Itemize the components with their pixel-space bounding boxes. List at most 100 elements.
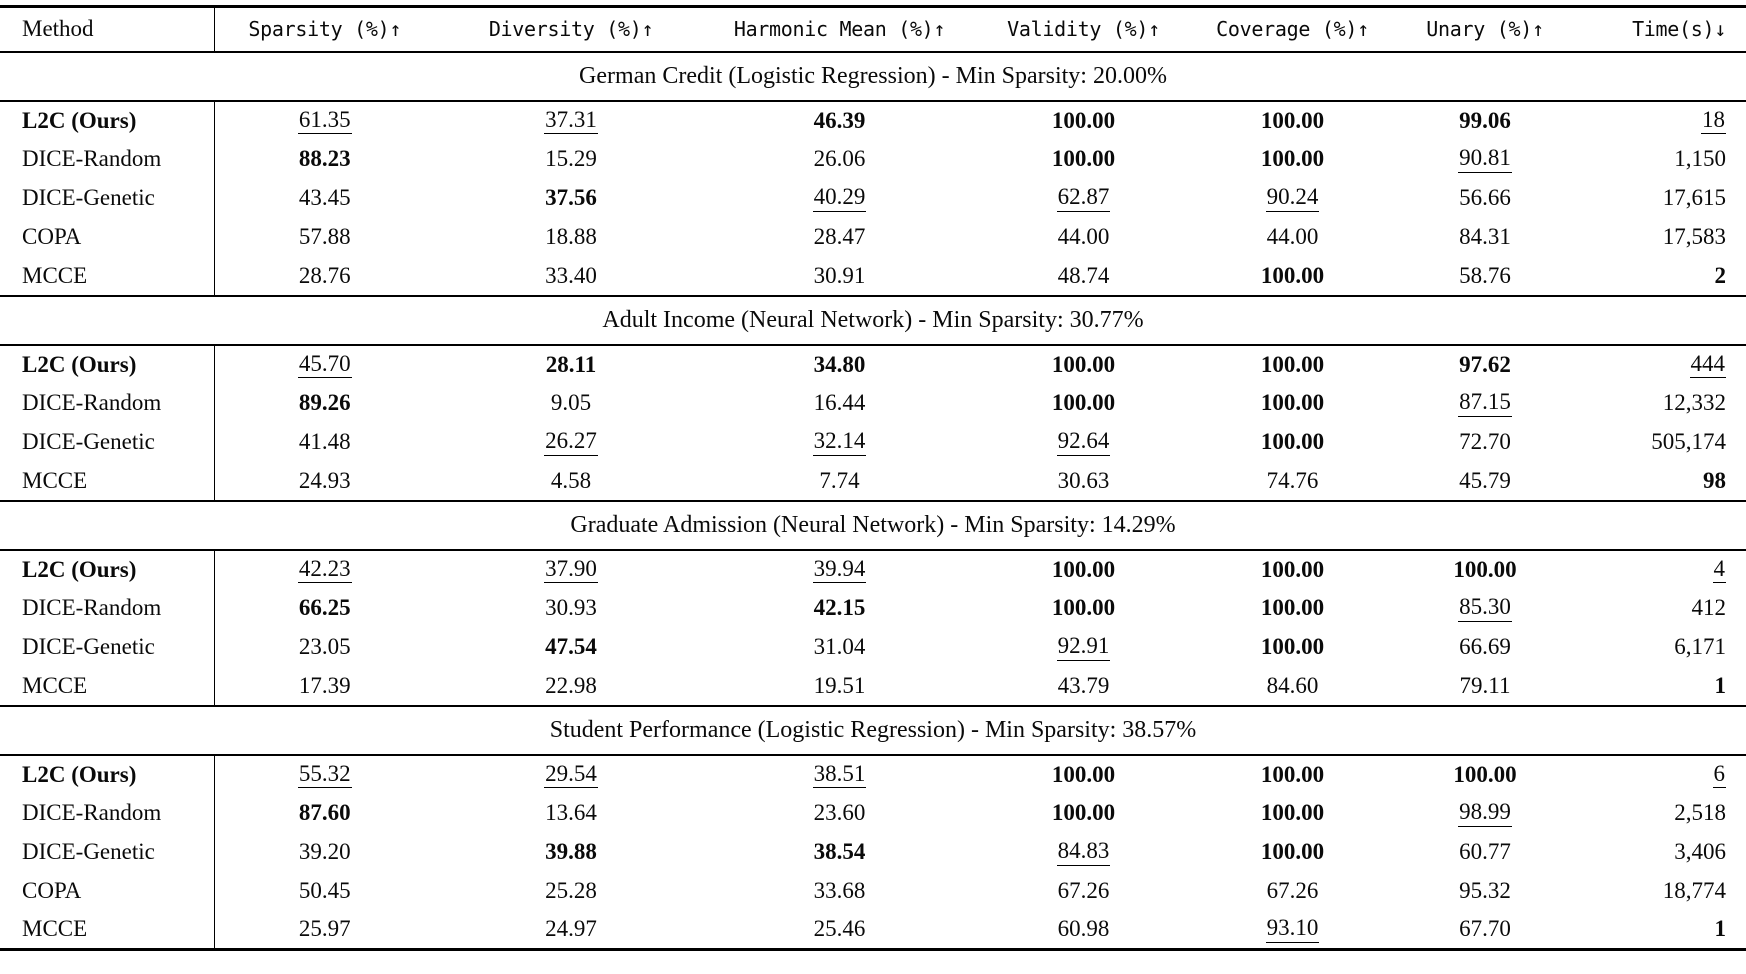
cell-value: 97.62 xyxy=(1459,351,1511,377)
cell-harmonic_mean: 30.91 xyxy=(707,257,972,296)
cell-value: 100.00 xyxy=(1260,634,1325,659)
paper-results-table-page: Method Sparsity (%)↑ Diversity (%)↑ Harmoni… xyxy=(0,5,1746,951)
cell-unary: 100.00 xyxy=(1390,755,1580,794)
cell-value: 100.00 xyxy=(1051,800,1116,825)
cell-unary: 85.30 xyxy=(1390,589,1580,628)
cell-diversity: 37.56 xyxy=(435,179,707,218)
cell-unary: 79.11 xyxy=(1390,667,1580,706)
cell-value: 12,332 xyxy=(1662,390,1726,415)
cell-time: 6,171 xyxy=(1580,628,1746,667)
cell-value: 6 xyxy=(1712,761,1726,789)
cell-validity: 62.87 xyxy=(972,179,1195,218)
cell-value: 2,518 xyxy=(1674,800,1726,825)
cell-diversity: 39.88 xyxy=(435,833,707,872)
cell-value: 25.28 xyxy=(545,878,597,903)
cell-value: 444 xyxy=(1689,351,1726,379)
cell-harmonic_mean: 28.47 xyxy=(707,218,972,257)
cell-value: 13.64 xyxy=(545,800,597,825)
cell-value: 100.00 xyxy=(1260,556,1325,582)
cell-time: 2 xyxy=(1580,257,1746,296)
cell-value: 40.29 xyxy=(812,184,867,212)
cell-value: 38.54 xyxy=(813,839,866,864)
cell-value: 37.90 xyxy=(544,556,598,584)
cell-value: 84.83 xyxy=(1056,838,1111,866)
cell-value: 9.05 xyxy=(550,390,592,415)
cell-unary: 56.66 xyxy=(1390,179,1580,218)
cell-value: 25.46 xyxy=(813,916,866,942)
table-row: L2C (Ours) 42.23 37.90 39.94 100.00 100.00 100… xyxy=(0,549,1746,589)
cell-validity: 44.00 xyxy=(972,218,1195,257)
cell-validity: 100.00 xyxy=(972,384,1195,423)
cell-validity: 100.00 xyxy=(972,589,1195,628)
cell-value: 18,774 xyxy=(1662,878,1726,903)
cell-diversity: 30.93 xyxy=(435,589,707,628)
section-header-row: Adult Income (Neural Network) - Min Spar… xyxy=(0,295,1746,345)
cell-diversity: 4.58 xyxy=(435,462,707,501)
method-cell: L2C (Ours) xyxy=(0,754,215,794)
cell-harmonic_mean: 34.80 xyxy=(707,345,972,384)
cell-value: 28.76 xyxy=(298,262,351,288)
cell-coverage: 100.00 xyxy=(1195,589,1390,628)
cell-value: 84.60 xyxy=(1266,672,1319,698)
cell-validity: 92.64 xyxy=(972,423,1195,462)
section-title: German Credit (Logistic Regression) - Mi… xyxy=(579,62,1167,89)
cell-coverage: 84.60 xyxy=(1195,667,1390,706)
cell-time: 12,332 xyxy=(1580,384,1746,423)
cell-value: 24.97 xyxy=(545,916,597,942)
cell-value: 41.48 xyxy=(298,429,351,454)
column-header-unary: Unary (%)↑ xyxy=(1426,17,1544,42)
table-row: MCCE 25.97 24.97 25.46 60.98 93.10 67.70 1 xyxy=(0,910,1746,950)
table-row: DICE-Genetic 23.05 47.54 31.04 92.91 100.00 66… xyxy=(0,627,1746,667)
cell-validity: 60.98 xyxy=(972,911,1195,950)
cell-value: 18 xyxy=(1701,107,1726,135)
cell-value: 412 xyxy=(1691,595,1727,620)
cell-diversity: 28.11 xyxy=(435,345,707,384)
method-cell: L2C (Ours) xyxy=(0,549,215,589)
cell-value: 87.60 xyxy=(298,800,351,825)
cell-harmonic_mean: 38.54 xyxy=(707,833,972,872)
cell-diversity: 47.54 xyxy=(435,628,707,667)
cell-unary: 60.77 xyxy=(1390,833,1580,872)
method-cell: COPA xyxy=(0,871,215,911)
cell-value: 4 xyxy=(1712,556,1726,584)
cell-coverage: 100.00 xyxy=(1195,755,1390,794)
cell-value: 18.88 xyxy=(545,224,597,249)
table-row: DICE-Random 66.25 30.93 42.15 100.00 100.00 85… xyxy=(0,588,1746,628)
cell-value: 28.11 xyxy=(545,351,597,377)
method-cell: DICE-Genetic xyxy=(0,832,215,872)
cell-unary: 97.62 xyxy=(1390,345,1580,384)
cell-value: 67.26 xyxy=(1057,878,1110,903)
section-header-row: German Credit (Logistic Regression) - Mi… xyxy=(0,51,1746,101)
cell-value: 100.00 xyxy=(1260,761,1325,787)
cell-value: 95.32 xyxy=(1459,878,1511,903)
cell-value: 3,406 xyxy=(1674,839,1726,864)
method-cell: L2C (Ours) xyxy=(0,100,215,140)
cell-value: 67.26 xyxy=(1266,878,1319,903)
cell-coverage: 100.00 xyxy=(1195,345,1390,384)
cell-value: 17,615 xyxy=(1662,185,1726,210)
cell-unary: 87.15 xyxy=(1390,384,1580,423)
cell-time: 18 xyxy=(1580,101,1746,140)
cell-value: 100.00 xyxy=(1453,761,1517,787)
cell-value: 26.06 xyxy=(813,146,866,171)
column-header-method: Method xyxy=(0,6,215,52)
column-header-sparsity: Sparsity (%)↑ xyxy=(248,17,402,42)
cell-value: 46.39 xyxy=(813,107,866,133)
cell-sparsity: 17.39 xyxy=(214,667,435,706)
cell-value: 42.23 xyxy=(297,556,352,584)
cell-value: 100.00 xyxy=(1051,595,1116,620)
cell-harmonic_mean: 39.94 xyxy=(707,550,972,589)
cell-harmonic_mean: 42.15 xyxy=(707,589,972,628)
cell-value: 50.45 xyxy=(298,878,351,903)
cell-value: 1,150 xyxy=(1674,146,1726,171)
cell-value: 85.30 xyxy=(1458,594,1512,622)
cell-validity: 48.74 xyxy=(972,257,1195,296)
cell-time: 505,174 xyxy=(1580,423,1746,462)
cell-value: 1 xyxy=(1714,672,1727,698)
cell-value: 16.44 xyxy=(813,390,866,415)
cell-diversity: 22.98 xyxy=(435,667,707,706)
cell-time: 17,615 xyxy=(1580,179,1746,218)
cell-validity: 84.83 xyxy=(972,833,1195,872)
cell-value: 33.68 xyxy=(813,878,866,903)
cell-sparsity: 43.45 xyxy=(214,179,435,218)
